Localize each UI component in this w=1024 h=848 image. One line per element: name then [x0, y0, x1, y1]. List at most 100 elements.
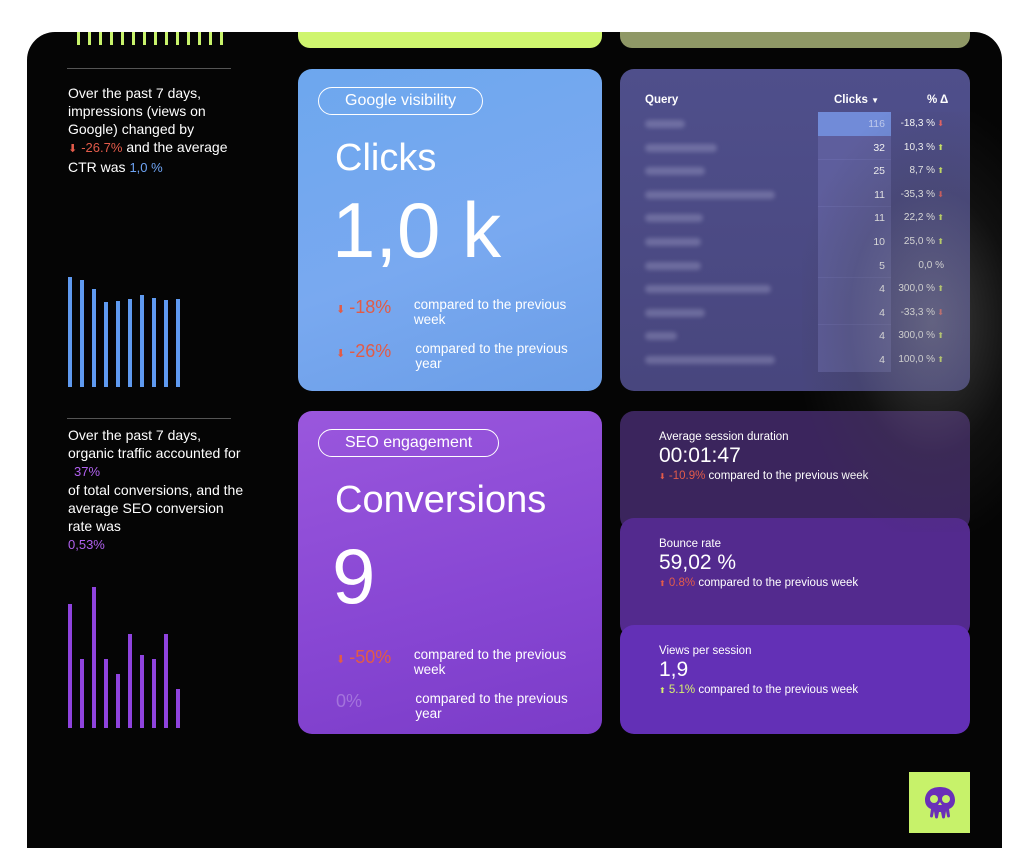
chart-bar — [152, 297, 156, 387]
clicks-cell: 11 — [874, 212, 885, 225]
seo-engagement-pill[interactable]: SEO engagement — [318, 429, 500, 457]
clicks-cell: 11 — [874, 188, 885, 201]
clicks-cell: 5 — [879, 259, 885, 272]
up-arrow-icon: ⬆ — [935, 142, 944, 152]
pct-change-cell: -35,3 % ⬇ — [900, 188, 944, 200]
pct-change-cell: 8,7 % ⬆ — [909, 165, 944, 177]
top-bar-chart-partial — [77, 32, 223, 45]
clicks-cell: 32 — [873, 141, 885, 154]
clicks-cell: 4 — [879, 283, 885, 296]
query-cell-redacted — [645, 356, 775, 364]
pct-change-cell: -33,3 % ⬇ — [900, 306, 944, 318]
impressions-summary-text: Over the past 7 days, impressions (views… — [68, 85, 206, 137]
down-arrow-icon: ⬇ — [336, 348, 346, 360]
chart-bar — [68, 603, 72, 728]
query-cell-redacted — [645, 120, 685, 128]
clicks-heat-cell — [818, 206, 891, 231]
query-cell-redacted — [645, 285, 771, 294]
table-row[interactable]: 11 -35,3 % ⬇ — [645, 182, 950, 207]
google-visibility-card[interactable]: Google visibility Clicks 1,0 k ⬇ -18% com… — [298, 69, 602, 391]
down-arrow-icon: ⬇ — [659, 472, 666, 481]
table-row[interactable]: 4 -33,3 % ⬇ — [645, 300, 950, 325]
pct-change-cell: -18,3 % ⬇ — [900, 118, 944, 129]
query-cell-redacted — [645, 167, 705, 176]
impressions-delta: ⬇ -26.7% — [68, 140, 123, 155]
clicks-value: 1,0 k — [332, 186, 502, 274]
up-arrow-icon: ⬆ — [935, 213, 944, 223]
clicks-title: Clicks — [335, 137, 437, 179]
clicks-column-header[interactable]: Clicks ▼ — [834, 94, 880, 106]
table-row[interactable]: 25 8,7 % ⬆ — [645, 159, 950, 184]
query-cell-redacted — [645, 308, 705, 317]
clicks-cell: 10 — [873, 236, 885, 248]
table-row[interactable]: 4 300,0 % ⬆ — [645, 324, 950, 349]
table-row[interactable]: 32 10,3 % ⬆ — [645, 135, 950, 160]
sort-desc-icon[interactable]: ▼ — [871, 96, 880, 105]
table-row[interactable]: 116 -18,3 % ⬇ — [645, 112, 950, 136]
chart-bar — [152, 658, 156, 728]
top-card-partial-olive — [620, 32, 970, 48]
chart-bar — [140, 654, 144, 728]
pct-change-cell: 100,0 % ⬆ — [898, 354, 944, 365]
chart-bar — [80, 658, 84, 728]
clicks-year-comparison: ⬇ -26% compared to the previous year — [336, 341, 592, 371]
dashboard-frame: Over the past 7 days, impressions (views… — [27, 32, 1002, 848]
conversions-summary: Over the past 7 days, organic traffic ac… — [68, 426, 248, 554]
conversions-year-text: compared to the previous year — [415, 691, 568, 721]
clicks-cell: 4 — [879, 354, 885, 366]
pct-change-cell: 22,2 % ⬆ — [903, 212, 944, 224]
up-arrow-icon: ⬆ — [659, 686, 666, 695]
stat-value: 1,9 — [659, 658, 689, 681]
chart-bar — [104, 302, 108, 387]
conversions-title: Conversions — [335, 479, 547, 521]
clicks-heat-cell — [818, 159, 891, 184]
chart-bar — [92, 587, 96, 728]
table-row[interactable]: 10 25,0 % ⬆ — [645, 230, 950, 254]
clicks-heat-cell — [818, 112, 891, 136]
query-column-header[interactable]: Query — [645, 94, 679, 106]
stat-label: Bounce rate — [659, 538, 722, 550]
views-per-session-card: Views per session 1,9 ⬆ 5.1% compared to… — [620, 625, 970, 734]
chart-bar — [92, 289, 96, 387]
clicks-week-comparison: ⬇ -18% compared to the previous week — [336, 297, 592, 327]
table-row[interactable]: 4 100,0 % ⬆ — [645, 348, 950, 372]
up-arrow-icon: ⬆ — [935, 166, 944, 176]
stat-comparison: ⬆ 0.8% compared to the previous week — [659, 577, 859, 589]
down-arrow-icon: ⬇ — [336, 654, 346, 666]
query-cell-redacted — [645, 261, 701, 270]
clicks-year-text: compared to the previous year — [415, 341, 568, 371]
top-card-partial-green — [298, 32, 602, 48]
chart-bar — [164, 300, 168, 387]
table-row[interactable]: 5 0,0 % — [645, 253, 950, 278]
pct-change-cell: 300,0 % ⬆ — [898, 283, 944, 295]
conversions-week-text: compared to the previous week — [413, 647, 567, 677]
chart-bar — [128, 299, 132, 387]
divider — [67, 418, 231, 419]
google-visibility-pill[interactable]: Google visibility — [318, 87, 484, 115]
impressions-bar-chart — [68, 277, 180, 387]
up-arrow-icon: ⬆ — [935, 237, 944, 246]
conversions-year-delta: 0% — [336, 691, 363, 711]
clicks-cell: 4 — [879, 306, 885, 319]
pct-change-column-header[interactable]: % Δ — [927, 94, 949, 106]
clicks-cell: 4 — [879, 330, 885, 343]
down-arrow-icon: ⬇ — [935, 119, 944, 128]
clicks-heat-cell — [818, 324, 891, 349]
pct-change-cell: 300,0 % ⬆ — [898, 330, 944, 342]
skull-octopus-logo-icon[interactable] — [909, 772, 970, 833]
conversions-summary-text: Over the past 7 days, organic traffic ac… — [68, 427, 241, 461]
seo-engagement-card[interactable]: SEO engagement Conversions 9 ⬇ -50% compa… — [298, 411, 602, 734]
chart-bar — [80, 280, 84, 387]
conversions-week-comparison: ⬇ -50% compared to the previous week — [336, 647, 592, 677]
clicks-heat-cell — [818, 135, 891, 160]
query-cell-redacted — [645, 143, 717, 152]
table-row[interactable]: 11 22,2 % ⬆ — [645, 206, 950, 231]
clicks-year-delta: ⬇ -26% — [336, 341, 392, 361]
stat-label: Average session duration — [659, 431, 789, 443]
down-arrow-icon: ⬇ — [336, 304, 346, 316]
chart-bar — [116, 301, 120, 387]
table-row[interactable]: 4 300,0 % ⬆ — [645, 277, 950, 302]
bounce-rate-card: Bounce rate 59,02 % ⬆ 0.8% compared to t… — [620, 518, 970, 638]
conversions-week-delta: ⬇ -50% — [336, 647, 392, 667]
down-arrow-icon: ⬇ — [68, 143, 78, 155]
